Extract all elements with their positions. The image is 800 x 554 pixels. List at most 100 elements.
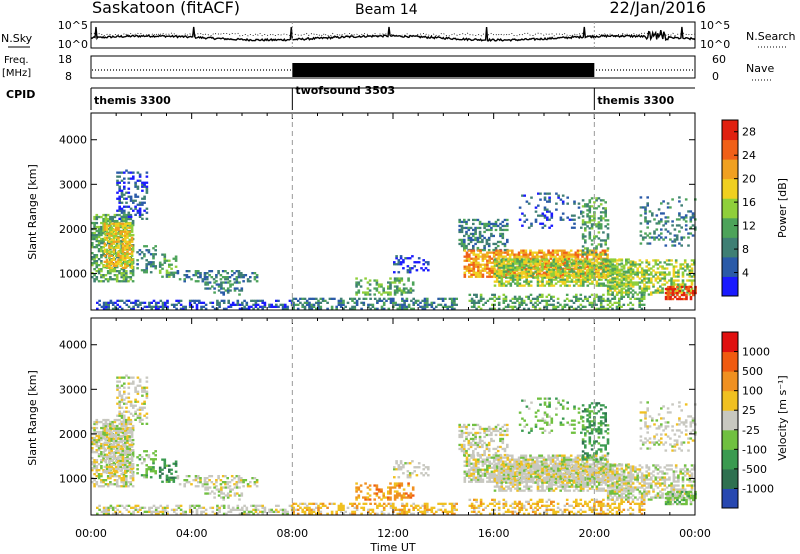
velocity-cell bbox=[245, 512, 249, 515]
power-cell bbox=[591, 274, 594, 277]
power-cell bbox=[666, 206, 670, 209]
power-cell bbox=[292, 303, 295, 306]
velocity-cell bbox=[108, 459, 111, 462]
power-cell bbox=[317, 301, 320, 304]
velocity-cell bbox=[222, 506, 226, 509]
power-cell bbox=[541, 280, 544, 283]
power-cell bbox=[468, 271, 471, 274]
velocity-cell bbox=[100, 479, 103, 482]
power-cell bbox=[669, 206, 672, 209]
velocity-cell bbox=[220, 496, 223, 499]
power-cell bbox=[124, 266, 127, 269]
power-cell bbox=[681, 271, 685, 274]
power-cell bbox=[252, 299, 255, 302]
power-cell bbox=[126, 236, 129, 239]
power-cell bbox=[673, 291, 677, 295]
velocity-cell bbox=[97, 436, 101, 440]
power-cell bbox=[558, 257, 562, 260]
power-cell bbox=[97, 231, 101, 235]
velocity-cell bbox=[259, 504, 262, 507]
power-cell bbox=[660, 232, 663, 235]
velocity-cell bbox=[138, 412, 142, 415]
power-cell bbox=[403, 307, 406, 310]
power-cell bbox=[636, 263, 639, 266]
power-cell bbox=[547, 261, 550, 264]
power-cell bbox=[493, 293, 496, 296]
power-cell bbox=[93, 280, 96, 283]
power-cell bbox=[490, 265, 494, 268]
power-cell bbox=[566, 274, 569, 277]
velocity-cell bbox=[246, 485, 250, 488]
velocity-cell bbox=[254, 508, 258, 511]
power-cell bbox=[470, 261, 473, 264]
power-cell bbox=[557, 266, 560, 269]
nsky-tick-top: 10^5 bbox=[58, 19, 88, 32]
power-cell bbox=[523, 220, 526, 223]
power-cell bbox=[472, 244, 475, 248]
power-cell bbox=[588, 260, 592, 263]
power-cell bbox=[218, 303, 221, 306]
power-cell bbox=[654, 279, 658, 282]
power-cell bbox=[472, 222, 475, 226]
velocity-cell bbox=[119, 455, 122, 458]
velocity-cell bbox=[294, 502, 298, 505]
power-cell bbox=[487, 224, 491, 228]
power-cell bbox=[392, 297, 395, 300]
power-cell bbox=[107, 301, 110, 304]
velocity-cell bbox=[118, 380, 121, 383]
velocity-cell bbox=[263, 508, 267, 511]
velocity-cell bbox=[100, 444, 103, 448]
power-cell bbox=[130, 224, 134, 227]
power-cell bbox=[453, 307, 456, 310]
power-cell bbox=[674, 261, 678, 264]
power-cell bbox=[502, 274, 506, 277]
power-cell bbox=[568, 274, 571, 277]
velocity-cell bbox=[240, 492, 244, 495]
velocity-cell bbox=[143, 406, 146, 409]
power-cell bbox=[631, 263, 635, 266]
power-cell bbox=[666, 220, 670, 223]
velocity-cell bbox=[143, 510, 147, 513]
power-cell bbox=[597, 255, 600, 258]
velocity-cell bbox=[202, 506, 206, 509]
power-cell bbox=[123, 187, 126, 190]
power-cell bbox=[362, 303, 366, 306]
power-cell bbox=[216, 301, 219, 304]
power-cell bbox=[396, 289, 399, 292]
velocity-cell bbox=[199, 477, 202, 480]
power-cell bbox=[335, 307, 338, 310]
velocity-cell bbox=[110, 465, 113, 468]
power-cell bbox=[609, 269, 612, 272]
power-cell bbox=[200, 301, 203, 304]
velocity-cell bbox=[143, 450, 146, 453]
velocity-cell bbox=[106, 477, 110, 480]
power-cell bbox=[597, 237, 601, 240]
velocity-cell bbox=[110, 459, 113, 462]
power-cell bbox=[109, 221, 112, 225]
velocity-cell bbox=[281, 512, 285, 515]
power-cell bbox=[499, 228, 502, 232]
power-cell bbox=[595, 266, 599, 269]
velocity-cell bbox=[125, 374, 128, 377]
power-cell bbox=[534, 305, 537, 308]
power-cell bbox=[609, 285, 612, 288]
power-cell bbox=[108, 260, 111, 263]
power-cell bbox=[671, 198, 674, 201]
power-cell bbox=[509, 268, 513, 271]
power-cell bbox=[124, 260, 127, 263]
power-cell bbox=[131, 272, 135, 275]
velocity-cell bbox=[195, 508, 199, 511]
power-cell bbox=[581, 219, 585, 222]
power-cell bbox=[474, 236, 477, 240]
power-cell bbox=[113, 270, 117, 273]
power-cell bbox=[319, 305, 323, 308]
velocity-cell bbox=[125, 504, 129, 507]
nsky-panel: N.Sky 10^5 10^0 10^5 10^0 N.Search bbox=[1, 19, 796, 51]
power-cell bbox=[143, 185, 146, 188]
power-cell bbox=[216, 307, 219, 310]
power-cell bbox=[122, 274, 126, 277]
power-cell bbox=[130, 262, 134, 265]
velocity-cell bbox=[191, 504, 194, 507]
power-cell bbox=[599, 245, 603, 248]
velocity-cell bbox=[224, 481, 227, 484]
